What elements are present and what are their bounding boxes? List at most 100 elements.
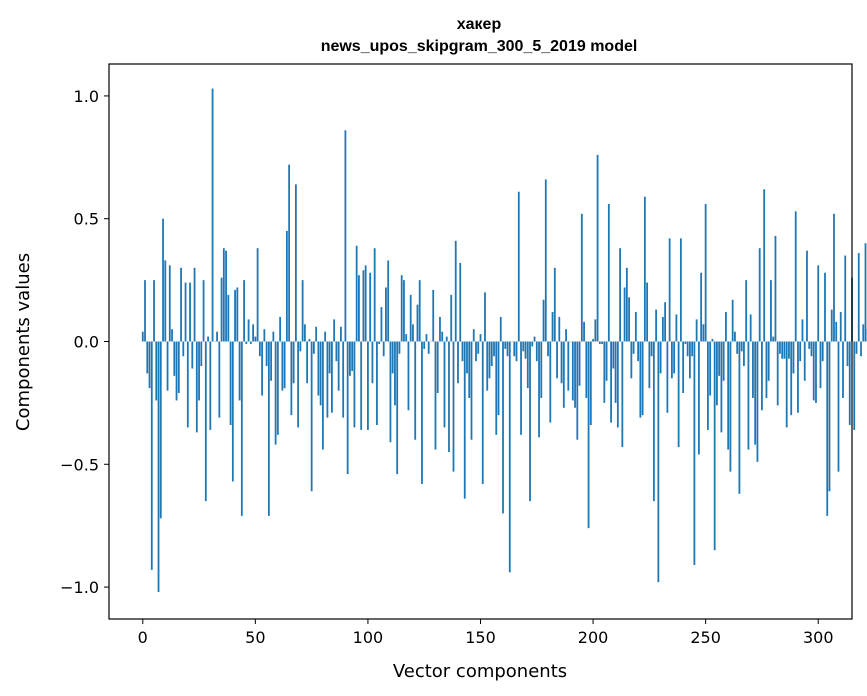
bar-135 [445,336,448,342]
x-tick-label: 50 [245,628,265,647]
bar-2 [146,341,149,374]
bar-74 [308,339,311,342]
bar-268 [745,280,748,342]
bar-87 [337,341,340,391]
bar-36 [222,248,225,342]
bar-23 [193,267,196,342]
bar-28 [204,341,207,502]
bar-287 [788,341,790,359]
bar-220 [637,341,640,362]
bar-42 [236,287,239,342]
bar-150 [479,334,482,342]
bar-46 [245,341,248,344]
bar-198 [587,341,590,529]
bar-103 [373,248,376,342]
bar-10 [164,260,167,342]
bar-173 [531,341,534,347]
bar-251 [707,341,709,430]
bar-215 [625,267,628,342]
bar-303 [824,272,826,342]
bar-317 [855,341,858,354]
bar-181 [549,341,552,423]
bar-288 [790,341,793,416]
bar-174 [533,336,536,342]
x-tick-label: 100 [353,628,384,647]
bar-260 [727,341,730,450]
bar-258 [722,341,725,381]
bar-252 [709,341,712,396]
bar-118 [407,341,410,411]
bar-109 [387,260,390,342]
bar-157 [495,341,498,435]
y-tick-label: −0.5 [60,455,99,474]
bar-274 [758,248,761,342]
bar-80 [321,341,324,450]
bar-182 [551,312,554,342]
bar-248 [700,272,703,342]
bar-222 [641,341,644,416]
bar-43 [238,341,241,401]
bar-21 [189,282,191,342]
bar-308 [835,321,838,342]
bar-255 [716,341,718,406]
bar-300 [817,265,820,342]
bar-219 [634,312,637,342]
bar-92 [349,341,351,376]
bar-130 [434,341,437,450]
bar-24 [195,341,198,433]
y-tick-label: 1.0 [74,87,99,106]
bar-82 [326,341,329,418]
bar-126 [425,334,428,342]
bar-107 [382,341,385,357]
bar-246 [695,319,698,342]
bar-261 [729,341,732,472]
bar-144 [466,341,468,374]
bar-310 [839,312,842,342]
bar-54 [263,329,266,342]
bar-254 [713,341,716,551]
bar-277 [765,341,768,398]
bar-185 [558,316,561,342]
bar-91 [346,341,349,475]
bar-264 [736,341,739,354]
bar-83 [328,341,331,374]
bar-148 [475,341,477,362]
bar-179 [544,179,547,342]
bar-243 [688,341,691,379]
bar-61 [279,316,282,342]
bar-234 [668,238,671,342]
bar-266 [740,341,743,352]
bar-85 [333,319,336,342]
bar-3 [148,341,151,389]
bar-5 [153,280,155,342]
bar-301 [819,341,822,389]
bar-76 [312,341,315,354]
bar-224 [646,282,649,342]
bar-12 [168,265,171,342]
bar-286 [785,341,788,428]
bar-88 [340,326,342,342]
bar-149 [477,341,480,354]
bar-302 [821,341,824,362]
y-tick-label: 0.0 [74,333,99,352]
bar-35 [220,277,223,342]
bar-289 [792,341,795,374]
bar-221 [639,341,642,418]
bar-48 [249,341,252,344]
bar-250 [704,203,707,342]
bar-160 [502,341,504,514]
bar-199 [589,341,592,425]
bar-314 [848,341,851,425]
bar-177 [540,341,543,398]
bar-284 [781,341,784,359]
bar-129 [432,289,435,342]
bar-168 [520,341,522,435]
bar-70 [299,341,302,352]
bar-161 [504,341,507,349]
bar-89 [342,341,345,418]
bar-280 [772,336,775,342]
bar-52 [258,341,261,357]
x-tick-label: 0 [138,628,148,647]
bar-0 [141,331,144,342]
bar-162 [506,341,509,357]
